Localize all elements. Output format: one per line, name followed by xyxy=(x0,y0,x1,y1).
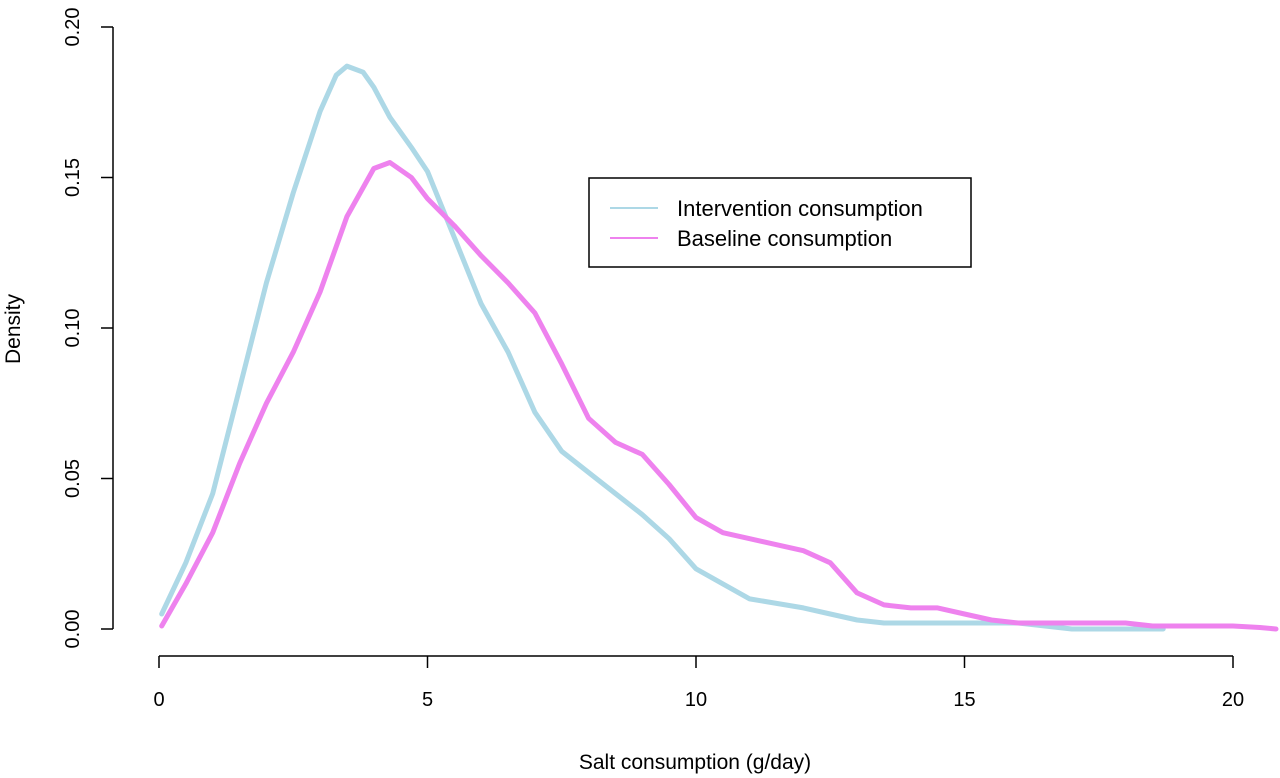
y-tick-label: 0.05 xyxy=(62,459,84,498)
series-line-baseline xyxy=(159,160,1279,632)
y-tick-label: 0.20 xyxy=(62,8,84,47)
y-axis: 0.00 0.05 0.10 0.15 0.20 xyxy=(62,8,114,649)
x-axis-label: Salt consumption (g/day) xyxy=(579,751,811,774)
legend-label-baseline: Baseline consumption xyxy=(677,226,892,251)
y-tick-label: 0.00 xyxy=(62,610,84,649)
x-tick-label: 15 xyxy=(953,689,975,711)
legend-box xyxy=(588,177,972,268)
y-axis-label: Density xyxy=(2,293,25,364)
series-layer xyxy=(159,63,1279,632)
x-tick-label: 10 xyxy=(685,689,707,711)
y-tick-label: 0.15 xyxy=(62,158,84,197)
legend-label-intervention: Intervention consumption xyxy=(677,196,923,221)
legend: Intervention consumption Baseline consum… xyxy=(588,177,972,268)
y-tick-label: 0.10 xyxy=(62,309,84,348)
x-tick-label: 5 xyxy=(422,689,433,711)
x-tick-label: 0 xyxy=(153,689,164,711)
series-line-intervention xyxy=(159,63,1166,632)
x-tick-label: 20 xyxy=(1222,689,1244,711)
x-axis: 0 5 10 15 20 xyxy=(153,655,1244,711)
